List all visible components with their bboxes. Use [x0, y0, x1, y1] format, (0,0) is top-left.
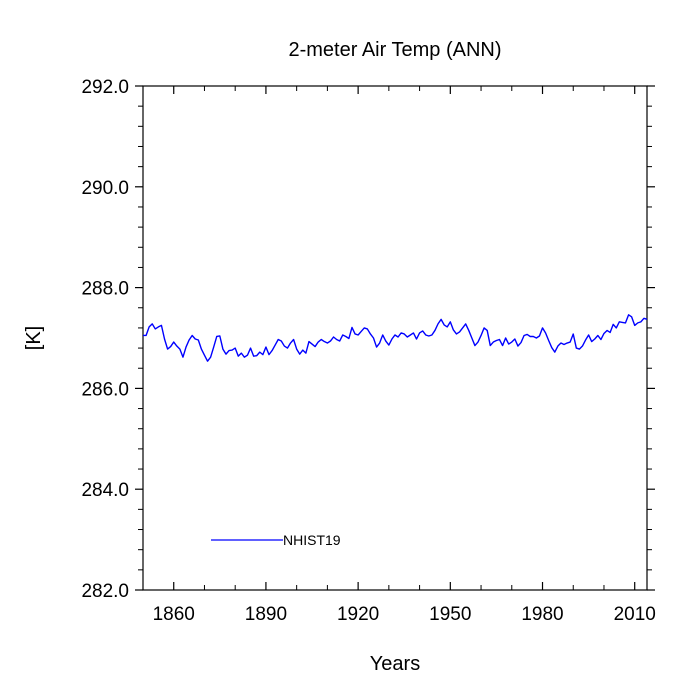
x-tick-labels: 1860 1890 1920 1950 1980 2010 — [153, 604, 656, 625]
y-tick-label: 284.0 — [81, 480, 129, 501]
y-tick-label: 292.0 — [81, 77, 129, 98]
y-tick-labels: 282.0 284.0 286.0 288.0 290.0 292.0 — [81, 77, 129, 602]
legend: NHIST19 — [211, 532, 341, 548]
y-tick-label: 288.0 — [81, 279, 129, 300]
series-group — [143, 314, 648, 362]
x-tick-label: 1860 — [153, 604, 195, 625]
axis-ticks — [135, 85, 655, 591]
y-axis-title: [K] — [23, 326, 45, 350]
y-tick-label: 290.0 — [81, 178, 129, 199]
x-tick-label: 1920 — [337, 604, 379, 625]
x-tick-label: 1890 — [245, 604, 287, 625]
x-tick-label: 2010 — [614, 604, 656, 625]
x-tick-label: 1950 — [429, 604, 471, 625]
y-tick-label: 282.0 — [81, 581, 129, 602]
y-tick-label: 286.0 — [81, 379, 129, 400]
plot-area — [142, 85, 648, 591]
legend-label-nhist19: NHIST19 — [283, 532, 341, 548]
x-axis-title: Years — [370, 653, 420, 675]
x-tick-label: 1980 — [521, 604, 563, 625]
series-line-nhist19 — [143, 314, 648, 362]
chart-title: 2-meter Air Temp (ANN) — [288, 39, 501, 61]
plot-frame — [142, 85, 648, 591]
